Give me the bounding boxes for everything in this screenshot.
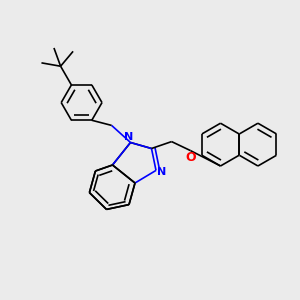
Text: N: N xyxy=(158,167,166,177)
Text: O: O xyxy=(185,151,196,164)
Text: N: N xyxy=(124,132,134,142)
